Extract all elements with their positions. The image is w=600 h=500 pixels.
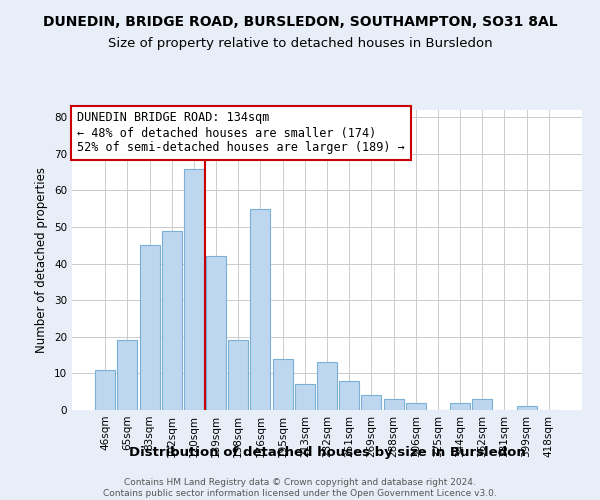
Text: DUNEDIN BRIDGE ROAD: 134sqm
← 48% of detached houses are smaller (174)
52% of se: DUNEDIN BRIDGE ROAD: 134sqm ← 48% of det… — [77, 112, 405, 154]
Text: Size of property relative to detached houses in Bursledon: Size of property relative to detached ho… — [107, 38, 493, 51]
Bar — [118, 340, 137, 410]
Y-axis label: Number of detached properties: Number of detached properties — [35, 167, 49, 353]
Bar — [295, 384, 315, 410]
Bar — [450, 402, 470, 410]
Bar — [140, 246, 160, 410]
Bar — [250, 209, 271, 410]
Bar — [206, 256, 226, 410]
Bar — [517, 406, 536, 410]
Bar — [406, 402, 426, 410]
Bar — [162, 230, 182, 410]
Bar — [361, 396, 382, 410]
Bar — [228, 340, 248, 410]
Text: Contains HM Land Registry data © Crown copyright and database right 2024.
Contai: Contains HM Land Registry data © Crown c… — [103, 478, 497, 498]
Bar — [383, 399, 404, 410]
Bar — [339, 380, 359, 410]
Bar — [472, 399, 492, 410]
Bar — [317, 362, 337, 410]
Text: DUNEDIN, BRIDGE ROAD, BURSLEDON, SOUTHAMPTON, SO31 8AL: DUNEDIN, BRIDGE ROAD, BURSLEDON, SOUTHAM… — [43, 15, 557, 29]
Bar — [95, 370, 115, 410]
Bar — [272, 359, 293, 410]
Bar — [184, 168, 204, 410]
Text: Distribution of detached houses by size in Bursledon: Distribution of detached houses by size … — [128, 446, 526, 459]
